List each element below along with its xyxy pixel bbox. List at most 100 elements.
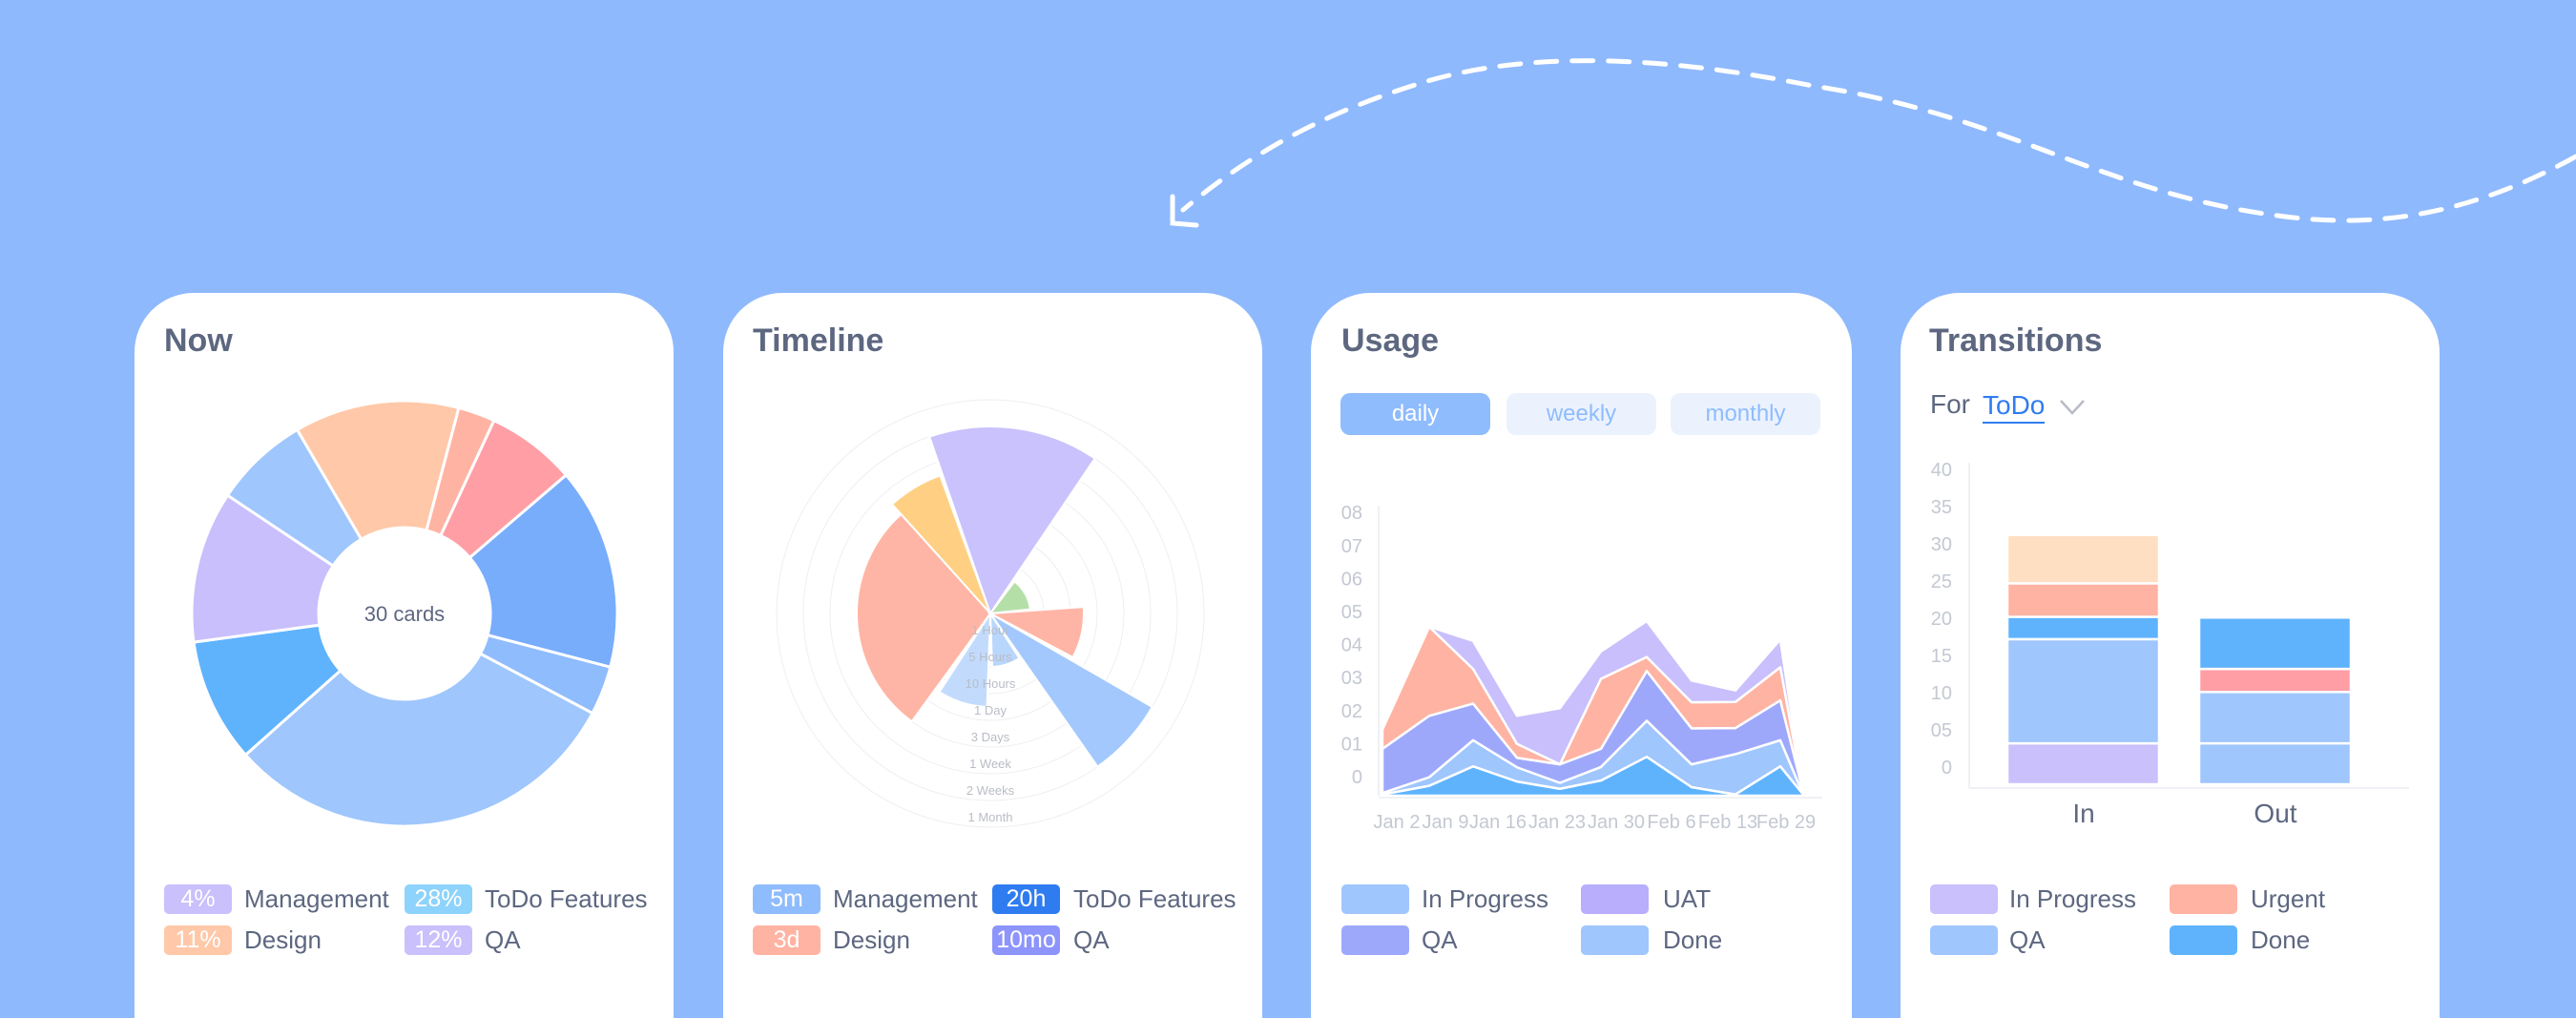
transitions-legend-swatch: [2170, 925, 2237, 955]
for-label: For: [1930, 389, 1970, 419]
now-title: Now: [164, 322, 233, 359]
bar-segment[interactable]: [2005, 615, 2161, 641]
donut-slice[interactable]: [225, 427, 364, 569]
timeline-title: Timeline: [753, 322, 884, 359]
polar-wedge[interactable]: [987, 606, 1085, 659]
y-tick-label: 30: [1931, 534, 1952, 555]
polar-wedge[interactable]: [856, 512, 992, 723]
y-tick-label: 0: [1352, 767, 1362, 788]
y-tick-label: 05: [1931, 720, 1952, 741]
x-category-label: Out: [2254, 799, 2296, 828]
transitions-title: Transitions: [1929, 322, 2103, 359]
usage-legend-label: In Progress: [1422, 884, 1548, 913]
transitions-legend-label: Done: [2251, 925, 2311, 954]
usage-title: Usage: [1341, 322, 1440, 359]
timeline-legend-label: Design: [833, 925, 910, 954]
x-category-label: In: [2072, 799, 2094, 828]
y-tick-label: 0: [1942, 758, 1952, 779]
bar-segment[interactable]: [2005, 741, 2161, 786]
timeline-legend-swatch: 3d: [753, 925, 821, 955]
polar-wedge[interactable]: [938, 610, 992, 708]
bar-segment[interactable]: [2197, 691, 2353, 745]
now-legend-swatch: 12%: [405, 925, 472, 955]
polar-wedge[interactable]: [987, 580, 1031, 615]
polar-wedge[interactable]: [988, 610, 1021, 669]
dashed-arrow-curve: [1180, 58, 2576, 223]
y-tick-label: 01: [1341, 734, 1362, 755]
timeline-legend-swatch: 5m: [753, 884, 821, 914]
transitions-legend-label: Urgent: [2251, 884, 2326, 913]
timeline-legend-label: Management: [833, 884, 978, 913]
usage-legend-label: Done: [1663, 925, 1723, 954]
polar-wedge[interactable]: [890, 474, 991, 614]
ring-label: 2 Weeks: [966, 783, 1015, 798]
ring-label: 1 Hour: [971, 623, 1009, 637]
usage-legend-swatch: [1341, 884, 1409, 914]
ring-label: 10 Hours: [966, 676, 1016, 691]
donut-slice[interactable]: [295, 399, 461, 542]
now-legend-label: QA: [485, 925, 521, 954]
polar-wedge[interactable]: [989, 613, 1154, 768]
donut-slice[interactable]: [243, 652, 595, 828]
y-tick-label: 08: [1341, 503, 1362, 524]
now-legend-label: Management: [244, 884, 389, 913]
transitions-legend-label: QA: [2009, 925, 2046, 954]
bar-segment[interactable]: [2197, 741, 2353, 786]
ring-label: 1 Week: [969, 757, 1011, 771]
timeline-legend-label: ToDo Features: [1073, 884, 1236, 913]
y-tick-label: 10: [1931, 683, 1952, 704]
bar-segment[interactable]: [2005, 582, 2161, 618]
usage-legend-label: UAT: [1663, 884, 1712, 913]
y-tick-label: 15: [1931, 646, 1952, 667]
y-tick-label: 07: [1341, 536, 1362, 557]
y-tick-label: 05: [1341, 602, 1362, 623]
timeline-legend-swatch: 20h: [992, 884, 1060, 914]
transitions-legend-label: In Progress: [2009, 884, 2136, 913]
x-tick-label: Feb 13: [1698, 812, 1757, 833]
tab-weekly[interactable]: weekly: [1506, 393, 1656, 435]
ring-label: 1 Month: [968, 810, 1013, 824]
x-tick-label: Feb 29: [1756, 812, 1816, 833]
usage-legend-swatch: [1341, 925, 1409, 955]
ring-label: 5 Hours: [968, 650, 1012, 664]
polar-ring: [776, 399, 1205, 828]
now-legend-label: Design: [244, 925, 322, 954]
bar-segment[interactable]: [2197, 667, 2353, 694]
area-series[interactable]: [1381, 619, 1805, 794]
ring-label: 3 Days: [971, 730, 1010, 744]
bar-segment[interactable]: [2197, 616, 2353, 671]
tab-daily[interactable]: daily: [1340, 393, 1490, 435]
now-legend-swatch: 11%: [164, 925, 232, 955]
tab-monthly[interactable]: monthly: [1671, 393, 1820, 435]
x-tick-label: Feb 6: [1647, 812, 1695, 833]
y-tick-label: 02: [1341, 701, 1362, 722]
x-tick-label: Jan 30: [1588, 812, 1645, 833]
usage-legend-label: QA: [1422, 925, 1458, 954]
transitions-legend-swatch: [1930, 884, 1998, 914]
now-legend-label: ToDo Features: [485, 884, 648, 913]
charts-layer: 30 cards 1 Hour 5 Hours 10 Hours 1 Day 3 Day…: [190, 58, 2576, 833]
bar-segment[interactable]: [2005, 637, 2161, 745]
y-tick-label: 20: [1931, 609, 1952, 630]
timeline-legend-swatch: 10mo: [992, 925, 1060, 955]
chevron-down-icon[interactable]: [2059, 399, 2086, 416]
y-tick-label: 40: [1931, 460, 1952, 481]
x-tick-label: Jan 23: [1528, 812, 1586, 833]
usage-legend-swatch: [1581, 925, 1649, 955]
y-tick-label: 04: [1341, 635, 1362, 656]
bar-segment[interactable]: [2005, 533, 2161, 585]
now-legend-swatch: 28%: [405, 884, 472, 914]
y-tick-label: 06: [1341, 569, 1362, 590]
arrowhead-icon: [1170, 194, 1199, 228]
y-tick-label: 35: [1931, 497, 1952, 518]
x-tick-label: Jan 16: [1469, 812, 1527, 833]
todo-filter-link[interactable]: ToDo: [1983, 389, 2046, 424]
x-tick-label: Jan 2: [1374, 812, 1421, 833]
transitions-legend-swatch: [2170, 884, 2237, 914]
y-tick-label: 25: [1931, 571, 1952, 592]
polar-wedge[interactable]: [927, 426, 1096, 616]
timeline-legend-label: QA: [1073, 925, 1110, 954]
transitions-legend-swatch: [1930, 925, 1998, 955]
ring-label: 1 Day: [974, 703, 1007, 717]
donut-slice[interactable]: [467, 472, 619, 670]
